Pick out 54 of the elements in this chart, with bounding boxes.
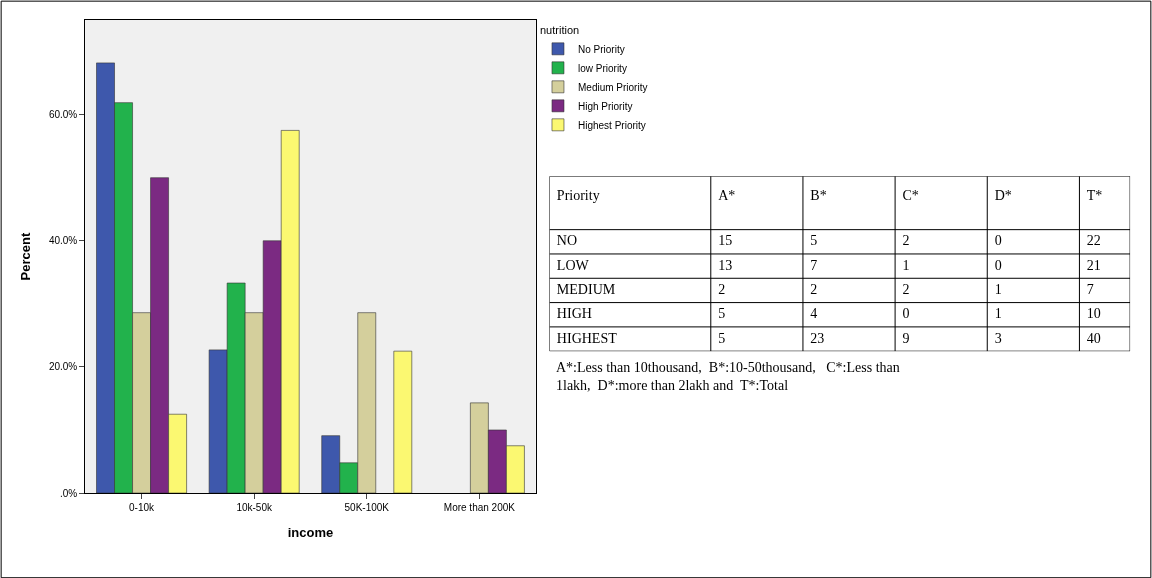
y-axis-title: Percent [17,232,33,281]
legend-label: Medium Priority [577,81,648,93]
data-label: 0 [994,233,1002,249]
x-tick-label: 10k-50k [236,502,273,514]
data-label: 5 [718,306,726,322]
x-tick-label: T* [1086,188,1103,204]
data-label: 2 [718,281,726,297]
data-label: 5 [810,233,818,249]
x-tick-label: B* [810,188,827,204]
data-label: 1 [902,257,910,273]
legend-label: Highest Priority [577,119,646,131]
y-tick-label: MEDIUM [556,281,616,297]
x-tick-label: D* [994,188,1012,204]
data-label: 2 [902,233,910,249]
x-axis-title: income [287,524,334,540]
legend-label: High Priority [577,100,633,112]
y-tick-label: 40.0% [48,235,78,247]
x-tick-label: C* [902,188,919,204]
data-label: 2 [902,281,910,297]
y-tick-label: .0% [60,487,78,499]
x-tick-label: 0-10k [129,502,156,514]
y-axis-title: Priority [556,188,600,204]
data-label: 2 [810,281,818,297]
y-tick-label: 60.0% [48,109,78,121]
x-tick-label: 50K-100K [344,502,390,514]
data-label: 40 [1086,330,1101,346]
y-tick-label: HIGH [556,306,592,322]
y-tick-label: 20.0% [48,361,78,373]
data-label: 9 [902,330,910,346]
y-tick-label: NO [556,233,578,249]
x-tick-label: A* [718,188,736,204]
y-tick-label: LOW [556,257,590,273]
data-label: 1 [994,281,1002,297]
y-tick-label: HIGHEST [556,330,618,346]
data-label: 5 [718,330,726,346]
bar [393,350,413,494]
text: A*:Less than 10thousand, B*:10-50thousand, C*:Less than 1lakh, D*:more than 2lakh and T*:Total [556,360,900,394]
data-label: 1 [994,306,1002,322]
data-label: 10 [1086,306,1101,322]
data-label: 0 [902,306,910,322]
data-label: 21 [1086,257,1101,273]
data-label: 22 [1086,233,1101,249]
data-label: 23 [810,330,825,346]
legend-label: low Priority [577,62,627,74]
legend-label: No Priority [577,43,625,55]
data-label: 7 [1086,281,1094,297]
data-label: 0 [994,257,1002,273]
data-label: 4 [810,306,818,322]
legend-title: nutrition [539,24,580,37]
data-label: 13 [718,257,733,273]
data-label: 7 [810,257,818,273]
x-tick-label: More than 200K [443,502,516,514]
data-label: 3 [994,330,1002,346]
data-label: 15 [718,233,733,249]
